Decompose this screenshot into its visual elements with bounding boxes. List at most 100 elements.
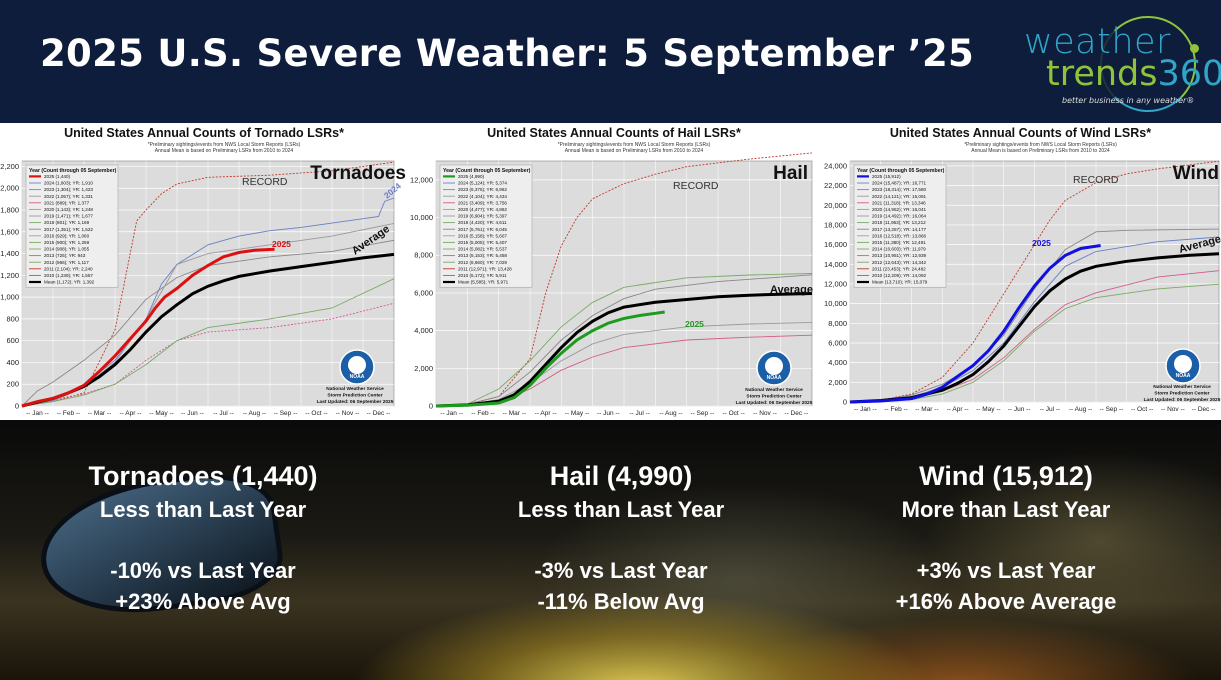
y-tick-label: 4,000 <box>828 358 847 367</box>
credit-line: Last Updated: 06 September 2025 <box>736 400 813 406</box>
legend-entry: 2020 (1,143); YR: 1,248 <box>44 207 93 212</box>
legend-entry: 2020 (4,477); YR: 4,862 <box>458 207 507 212</box>
credit-line: National Weather Service <box>745 387 803 393</box>
x-tick-label: -- Jan -- <box>26 410 49 417</box>
series-line-2023 <box>849 228 1220 403</box>
chart-subtitle: *Preliminary sightings/events from NWS L… <box>558 142 711 148</box>
legend-box <box>853 164 947 288</box>
legend-entry: 2023 (18,314); YR: 17,580 <box>872 187 927 192</box>
legend-entry: 2013 (5,153); YR: 5,458 <box>458 253 507 258</box>
y-tick-label: 2,000 <box>414 364 433 373</box>
y-tick-label: 2,000 <box>828 378 847 387</box>
series-line-2011 <box>849 160 1220 403</box>
x-tick-label: -- Feb -- <box>471 410 494 417</box>
x-tick-label: -- Aug -- <box>243 410 266 417</box>
legend-entry: 2017 (1,351); YR: 1,522 <box>44 227 93 232</box>
legend-entry: 2019 (14,492); YR: 16,064 <box>872 214 927 219</box>
legend-entry: 2017 (13,257); YR: 14,177 <box>872 227 927 232</box>
summary-vs-last-year: -10% vs Last Year <box>110 558 296 583</box>
legend-entry: 2016 (5,158); YR: 5,607 <box>458 233 507 238</box>
wind-chart-panel: United States Annual Counts of Wind LSRs… <box>820 123 1221 420</box>
legend-box <box>25 164 119 288</box>
series-line-mean <box>849 252 1220 404</box>
summary-vs-last-year: -3% vs Last Year <box>534 558 708 583</box>
x-tick-label: -- Jun -- <box>181 410 204 417</box>
x-tick-label: -- Sep -- <box>1099 406 1123 413</box>
summary-vs-avg: -11% Below Avg <box>537 589 705 614</box>
legend-entry: 2018 (801); YR: 1,169 <box>44 220 90 225</box>
x-tick-label: -- Dec -- <box>367 410 391 417</box>
year-2025-label: 2025 <box>685 319 704 329</box>
series-line-mean <box>435 292 813 408</box>
y-tick-label: 14,000 <box>824 260 847 269</box>
summary-vs-last-year: +3% vs Last Year <box>916 558 1096 583</box>
weathertrends360-logo: weather trends360 better business in any… <box>1020 14 1221 114</box>
legend-entry: 2010 (5,172); YR: 5,911 <box>458 273 507 278</box>
logo-dot <box>1190 44 1199 53</box>
x-tick-label: -- Jun -- <box>1008 406 1031 413</box>
y-tick-label: 1,800 <box>0 206 19 215</box>
legend-entry: 2018 (11,953); YR: 13,212 <box>872 220 926 225</box>
legend-entry: Mean (5,585); YR: 5,971 <box>458 280 509 285</box>
x-tick-label: -- Sep -- <box>274 410 298 417</box>
summary-title: Wind (15,912) <box>919 461 1093 491</box>
y-tick-label: 1,600 <box>0 227 19 236</box>
y-tick-label: 24,000 <box>824 161 847 170</box>
chart-subtitle: *Preliminary sightings/events from NWS L… <box>148 142 301 148</box>
summary-title: Hail (4,990) <box>549 461 693 491</box>
series-line-2012 <box>435 273 813 407</box>
credit-line: Storm Prediction Center <box>327 393 382 399</box>
legend-entry: 2023 (1,304); YR: 1,423 <box>44 187 93 192</box>
logo-word-trends360: trends360 <box>1046 54 1221 94</box>
x-tick-label: -- Jan -- <box>440 410 463 417</box>
noaa-logo-text: NOAA <box>767 375 782 381</box>
x-tick-label: -- Aug -- <box>659 410 682 417</box>
chart-title: United States Annual Counts of Wind LSRs… <box>890 126 1151 140</box>
x-tick-label: -- Apr -- <box>119 410 141 417</box>
legend-entry: 2015 (5,005); YR: 5,407 <box>458 240 507 245</box>
x-tick-label: -- Nov -- <box>1161 406 1185 413</box>
tornado-chart-panel: United States Annual Counts of Tornado L… <box>0 123 408 420</box>
legend-entry: 2011 (23,453); YR: 24,482 <box>872 266 926 271</box>
legend-entry: 2022 (14,121); YR: 15,091 <box>872 194 927 199</box>
credit-line: Storm Prediction Center <box>746 394 801 400</box>
legend-entry: 2014 (10,603); YR: 11,979 <box>872 247 926 252</box>
legend-entry: 2016 (12,518); YR: 13,866 <box>872 233 927 238</box>
year-2025-label: 2025 <box>272 239 291 249</box>
chart-big-label: Wind <box>1173 163 1219 184</box>
y-tick-label: 1,400 <box>0 249 19 258</box>
y-tick-label: 2,000 <box>0 184 19 193</box>
x-tick-label: -- Mar -- <box>88 410 111 417</box>
legend-box <box>439 164 533 288</box>
x-tick-label: -- Nov -- <box>753 410 777 417</box>
x-tick-label: -- Oct -- <box>1131 406 1153 413</box>
legend-title: Year (Count through 05 September) <box>443 168 531 174</box>
hail-chart: United States Annual Counts of Hail LSRs… <box>410 126 813 417</box>
logo-word-trends: trends <box>1046 54 1158 94</box>
y-tick-label: 16,000 <box>824 240 847 249</box>
legend-entry: 2025 (15,912) <box>872 174 901 179</box>
chart-title: United States Annual Counts of Hail LSRs… <box>487 126 741 140</box>
summary-comparison: More than Last Year <box>901 497 1111 522</box>
legend-title: Year (Count through 05 September) <box>857 168 945 174</box>
legend-entry: 2012 (6,660); YR: 7,029 <box>458 260 507 265</box>
y-tick-label: 1,000 <box>0 293 19 302</box>
logo-ring <box>1100 16 1196 112</box>
legend-entry: 2012 (12,643); YR: 14,342 <box>872 260 927 265</box>
y-tick-label: 22,000 <box>824 181 847 190</box>
legend-entry: 2014 (908); YR: 1,055 <box>44 247 90 252</box>
legend-entry: 2013 (10,951); YR: 12,939 <box>872 253 927 258</box>
legend-entry: 2013 (725); YR: 943 <box>44 253 86 258</box>
legend-entry: 2010 (1,239); YR: 1,557 <box>44 273 93 278</box>
series-line-2017 <box>21 239 395 407</box>
y-tick-label: 0 <box>429 402 433 411</box>
y-tick-label: 200 <box>6 380 19 389</box>
credit-line: National Weather Service <box>326 386 384 392</box>
legend-entry: 2011 (2,104); YR: 2,240 <box>44 266 93 271</box>
legend-entry: 2015 (11,380); YR: 12,491 <box>872 240 926 245</box>
y-tick-label: 18,000 <box>824 220 847 229</box>
x-tick-label: -- Dec -- <box>784 410 808 417</box>
x-tick-label: -- Jun -- <box>597 410 620 417</box>
series-line-2018 <box>21 278 395 407</box>
chart-title: United States Annual Counts of Tornado L… <box>64 126 344 140</box>
